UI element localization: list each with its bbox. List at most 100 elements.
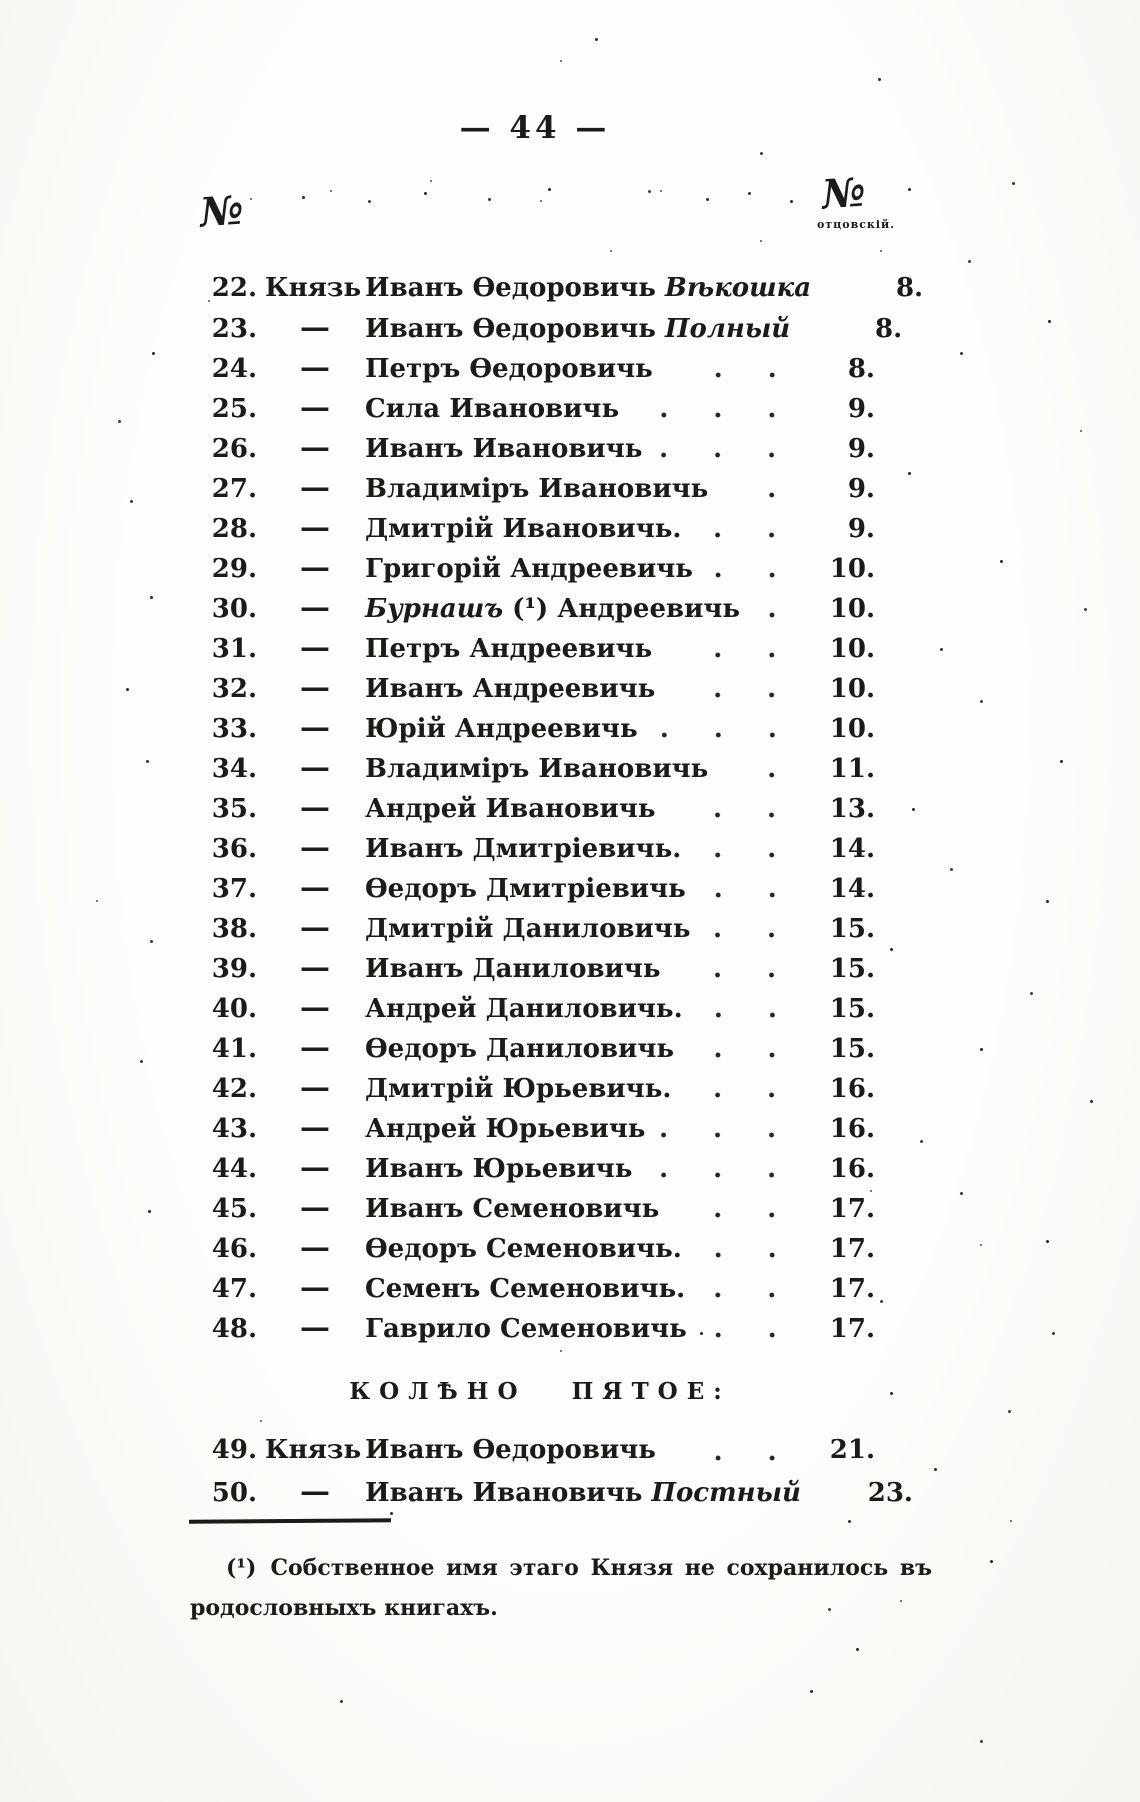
entry-epithet: Вѣкошка (664, 273, 812, 303)
entry-name-group: Гаврило Семеновичь (365, 1309, 687, 1349)
index-row: 39. — Иванъ Даниловичь 15. (0, 948, 1140, 988)
entry-prefix: — (300, 670, 330, 705)
entry-name: Иванъ Ѳедоровичь (365, 314, 656, 344)
index-row: 45. — Иванъ Семеновичь 17. (0, 1188, 1140, 1228)
dot-leader (671, 1454, 799, 1462)
entry-number: 22. (211, 273, 257, 303)
entry-number: 32. (211, 674, 257, 704)
father-number: 14. (829, 834, 875, 864)
entry-name-group: Иванъ Семеновичь (365, 1189, 659, 1229)
index-row: 26. — Иванъ Ивановичь 9. (0, 428, 1140, 468)
dot-leader (697, 851, 799, 859)
entry-name-group: Сила Ивановичь (365, 389, 619, 429)
dot-leader (687, 1091, 799, 1099)
entry-name: Андрей Юрьевичь (365, 1114, 646, 1144)
index-row: 46. — Ѳедоръ Семеновичь. 17. (0, 1228, 1140, 1268)
father-number: 15. (829, 954, 875, 984)
index-row: 24. — Петръ Ѳедоровичь 8. (0, 348, 1140, 388)
dot-leader (635, 411, 799, 419)
dot-leader (724, 771, 799, 779)
index-row: 44. — Иванъ Юрьевичь 16. (0, 1148, 1140, 1188)
entry-number: 29. (211, 554, 257, 584)
entry-number: 50. (211, 1478, 257, 1508)
entry-prefix: — (300, 310, 330, 345)
entry-name-group: Андрей Ивановичь (365, 789, 655, 829)
footnote-text: Собственное имя этаго Князя не сохранило… (190, 1555, 932, 1621)
entry-prefix: — (300, 550, 330, 585)
entry-number: 49. (211, 1435, 257, 1465)
entry-prefix: — (300, 830, 330, 865)
entry-prefix: — (300, 1030, 330, 1065)
father-number: 11. (829, 754, 875, 784)
entry-number: 37. (211, 874, 257, 904)
dot-leader (661, 1131, 799, 1139)
entry-name-group: Юрій Андреевичь (365, 709, 638, 749)
entry-name-group: Ѳедоръ Дмитріевичь (365, 869, 686, 909)
index-row: 32. — Иванъ Андреевичь 10. (0, 668, 1140, 708)
entry-name-group: Андрей Юрьевичь (365, 1109, 645, 1149)
father-number: 10. (829, 634, 875, 664)
entry-prefix: — (300, 390, 330, 425)
index-row: 49. Князь Иванъ Ѳедоровичь 21. (0, 1430, 1140, 1471)
index-row: 23. — Иванъ Ѳедоровичь Полный 8. (0, 308, 1140, 348)
entry-name-group: Иванъ Андреевичь (365, 669, 655, 709)
father-number: 15. (829, 914, 875, 944)
father-number: 10. (829, 674, 875, 704)
dot-leader (724, 491, 799, 499)
index-row: 34. — Владиміръ Ивановичь 11. (0, 748, 1140, 788)
entry-name: Дмитрій Юрьевичь. (365, 1074, 672, 1104)
index-row: 28. — Дмитрій Ивановичь. 9. (0, 508, 1140, 548)
index-row: 37. — Ѳедоръ Дмитріевичь 14. (0, 868, 1140, 908)
entry-number: 26. (211, 434, 257, 464)
entry-name: Сила Ивановичь (365, 394, 620, 424)
entry-number: 28. (211, 514, 257, 544)
index-row: 38. — Дмитрій Даниловичь 15. (0, 908, 1140, 948)
entry-name: Андрей Даниловичь. (365, 994, 683, 1024)
entry-name: Владиміръ Ивановичь (365, 474, 709, 504)
entry-prefix: — (300, 1070, 330, 1105)
entry-epithet: Постный (651, 1478, 801, 1508)
entry-number: 36. (211, 834, 257, 864)
entry-prefix: — (300, 630, 330, 665)
entry-prefix: — (300, 1310, 330, 1345)
entry-name-group: Семенъ Семеновичь. (365, 1269, 685, 1309)
dot-leader (648, 1171, 799, 1179)
father-number: 17. (829, 1234, 875, 1264)
entry-name-group: Иванъ Ивановичь (365, 429, 642, 469)
entry-name-group: Ѳедоръ Семеновичь. (365, 1229, 682, 1269)
entry-name: Иванъ Семеновичь (365, 1194, 660, 1224)
index-row: 33. — Юрій Андреевичь 10. (0, 708, 1140, 748)
father-number: 9. (847, 394, 875, 424)
entry-name: Иванъ Дмитріевичь. (365, 834, 682, 864)
dot-leader (697, 531, 799, 539)
dot-leader (658, 451, 799, 459)
father-number: 15. (829, 1034, 875, 1064)
entry-prefix: — (300, 910, 330, 945)
footnote: (¹) Собственное имя этаго Князя не сохран… (190, 1548, 932, 1628)
entry-number: 43. (211, 1114, 257, 1144)
entry-prefix: — (300, 1270, 330, 1305)
index-row: 42. — Дмитрій Юрьевичь. 16. (0, 1068, 1140, 1108)
entry-name: Семенъ Семеновичь. (365, 1274, 686, 1304)
dot-leader (671, 811, 799, 819)
entry-number: 45. (211, 1194, 257, 1224)
index-row: 30. — Бурнашъ (¹) Андреевичь 10. (0, 588, 1140, 628)
entry-name: Ѳедоръ Дмитріевичь (365, 874, 686, 904)
entry-name: (¹) Андреевичь (512, 594, 741, 624)
entry-name-group: Петръ Ѳедоровичь (365, 349, 653, 389)
index-row: 50. — Иванъ Ивановичь Постный 23. (0, 1471, 1140, 1512)
entry-prefix: — (300, 590, 330, 625)
dot-leader (702, 1331, 799, 1339)
entry-number: 31. (211, 634, 257, 664)
entry-prefix: — (300, 1230, 330, 1265)
entry-name-group: Иванъ Дмитріевичь. (365, 829, 681, 869)
entry-name: Андрей Ивановичь (365, 794, 656, 824)
entry-prefix: — (300, 470, 330, 505)
entry-prefix: — (300, 350, 330, 385)
entry-number: 39. (211, 954, 257, 984)
entry-prefix: — (300, 1190, 330, 1225)
entry-number: 47. (211, 1274, 257, 1304)
page-number: — 44 — (459, 110, 611, 146)
entry-name: Иванъ Ѳедоровичь (365, 1435, 656, 1465)
